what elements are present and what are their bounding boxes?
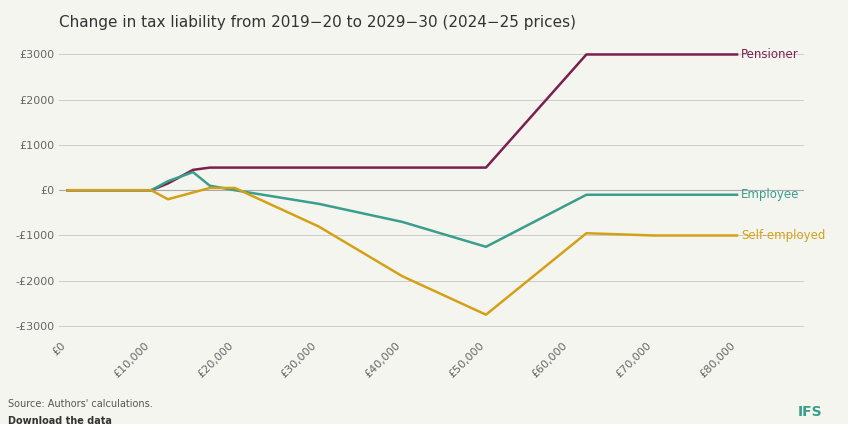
Text: Change in tax liability from 2019−20 to 2029−30 (2024−25 prices): Change in tax liability from 2019−20 to …	[59, 15, 576, 30]
Text: Pensioner: Pensioner	[741, 48, 799, 61]
Text: IFS: IFS	[798, 404, 823, 418]
Text: Download the data: Download the data	[8, 416, 112, 424]
Text: Employee: Employee	[741, 188, 800, 201]
Text: Source: Authors' calculations.: Source: Authors' calculations.	[8, 399, 153, 409]
Text: Self-employed: Self-employed	[741, 229, 826, 242]
